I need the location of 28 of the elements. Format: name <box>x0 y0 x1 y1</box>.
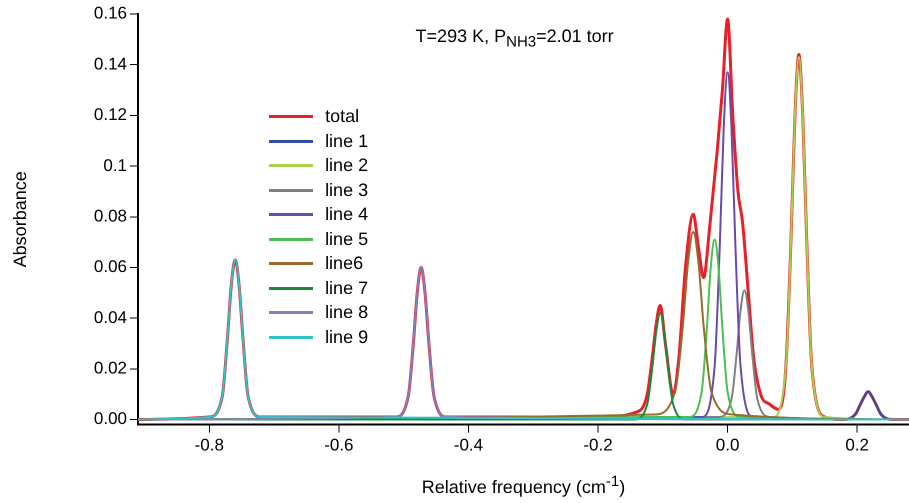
y-tick-label: 0.00 <box>94 409 127 428</box>
y-axis-title: Absorbance <box>10 171 30 268</box>
legend-label: line 9 <box>325 326 368 349</box>
y-tick-label: 0.1 <box>103 156 127 175</box>
legend-label: line 3 <box>325 178 368 202</box>
x-tick-label: 0.0 <box>716 435 740 454</box>
legend-label: line 8 <box>325 301 368 324</box>
legend-label: total <box>325 105 360 128</box>
legend-label: line 1 <box>325 130 368 153</box>
y-tick-label: 0.16 <box>94 4 127 23</box>
x-tick-label: -0.8 <box>194 435 224 454</box>
y-tick-label: 0.08 <box>94 206 127 226</box>
y-tick-label: 0.14 <box>94 54 127 74</box>
x-tick-label: -0.6 <box>324 435 354 454</box>
x-tick-label: 0.2 <box>845 435 869 454</box>
legend-label: line 7 <box>325 276 368 300</box>
x-axis-title: Relative frequency (cm$^{-1}$) <box>420 473 626 498</box>
legend-label: line 4 <box>325 203 368 226</box>
x-tick-label: -0.2 <box>583 435 613 454</box>
y-tick-label: 0.06 <box>94 257 127 276</box>
x-tick-label: -0.4 <box>454 435 484 454</box>
legend-label: line 5 <box>325 228 368 251</box>
y-tick-label: 0.02 <box>94 358 127 378</box>
legend-label: line6 <box>325 252 364 276</box>
legend-label: line 2 <box>325 154 368 178</box>
y-tick-label: 0.04 <box>94 308 127 327</box>
y-tick-label: 0.12 <box>94 105 127 124</box>
annotation: T=293 K, P$_{NH3}$=2.01 torr <box>416 26 614 51</box>
